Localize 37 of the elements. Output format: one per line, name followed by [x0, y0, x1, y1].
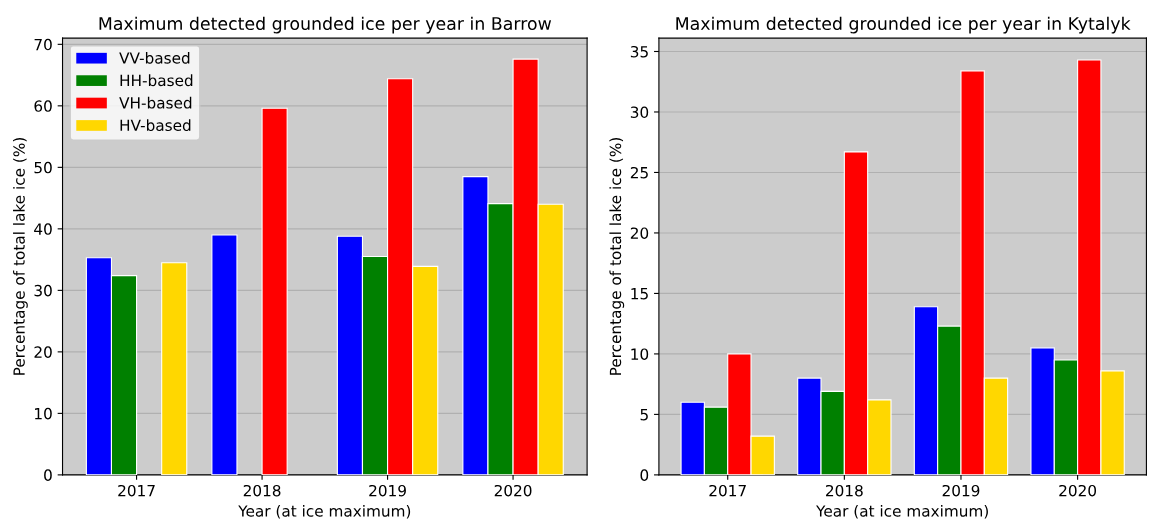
- y-axis-title: Percentage of total lake ice (%): [609, 138, 625, 375]
- legend-label: HH-based: [120, 74, 193, 87]
- chart-title: Maximum detected grounded ice per year in Barrow: [99, 16, 552, 34]
- y-tick-label: 20: [630, 227, 649, 239]
- bar: [161, 262, 188, 475]
- y-tick-label: 30: [630, 106, 649, 118]
- y-tick-label: 25: [630, 166, 648, 179]
- x-tick-label: 2019: [369, 484, 406, 497]
- y-tick-label: 30: [34, 284, 52, 297]
- y-tick-label: 20: [34, 346, 52, 358]
- legend-label: HV-based: [120, 119, 191, 132]
- y-tick-label: 5: [640, 409, 648, 421]
- y-tick-label: 0: [44, 469, 52, 481]
- x-tick-label: 2018: [826, 484, 863, 497]
- chart-title: Maximum detected grounded ice per year in Kytalyk: [676, 16, 1131, 34]
- x-tick-label: 2019: [942, 484, 980, 497]
- y-tick-label: 10: [631, 348, 649, 360]
- x-tick-label: 2020: [494, 484, 532, 497]
- legend-label: VH-based: [119, 96, 192, 109]
- x-axis-title: Year (at ice maximum): [816, 504, 988, 519]
- y-tick-label: 10: [35, 407, 52, 420]
- y-tick-label: 40: [34, 223, 52, 235]
- bar: [261, 107, 288, 475]
- y-tick-label: 15: [631, 288, 648, 300]
- x-tick-label: 2018: [243, 484, 281, 497]
- legend-label: VV-based: [119, 51, 190, 64]
- y-tick-label: 50: [34, 161, 52, 174]
- x-tick-label: 2017: [118, 484, 155, 497]
- x-tick-label: 2017: [709, 484, 746, 497]
- y-tick-label: 0: [640, 469, 649, 481]
- y-tick-label: 60: [34, 100, 52, 112]
- y-tick-label: 70: [34, 38, 52, 51]
- x-tick-label: 2020: [1059, 484, 1097, 497]
- y-axis-title: Percentage of total lake ice (%): [13, 138, 28, 375]
- y-tick-label: 35: [630, 45, 648, 58]
- bar: [211, 234, 238, 475]
- x-axis-title: Year (at ice maximum): [238, 504, 411, 519]
